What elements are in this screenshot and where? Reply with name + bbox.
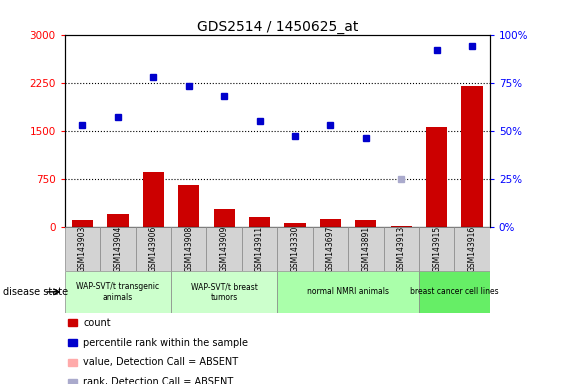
- Text: GSM143904: GSM143904: [113, 225, 122, 272]
- Bar: [171, 271, 277, 313]
- Bar: [284, 223, 306, 227]
- Text: GSM143697: GSM143697: [326, 225, 335, 272]
- Bar: [171, 227, 207, 271]
- Text: rank, Detection Call = ABSENT: rank, Detection Call = ABSENT: [83, 377, 234, 384]
- Text: GSM143891: GSM143891: [361, 225, 370, 272]
- Text: GSM143909: GSM143909: [220, 225, 229, 272]
- Bar: [348, 227, 383, 271]
- Text: percentile rank within the sample: percentile rank within the sample: [83, 338, 248, 348]
- Text: GSM143903: GSM143903: [78, 225, 87, 272]
- Text: GSM143915: GSM143915: [432, 225, 441, 272]
- Bar: [178, 185, 199, 227]
- Bar: [100, 227, 136, 271]
- Bar: [242, 227, 277, 271]
- Text: GSM143908: GSM143908: [184, 225, 193, 272]
- Bar: [454, 227, 490, 271]
- Bar: [142, 172, 164, 227]
- Bar: [107, 214, 128, 227]
- Bar: [320, 219, 341, 227]
- Bar: [383, 227, 419, 271]
- Text: WAP-SVT/t breast
tumors: WAP-SVT/t breast tumors: [191, 282, 258, 301]
- Bar: [249, 217, 270, 227]
- Text: GSM143916: GSM143916: [468, 225, 477, 272]
- Title: GDS2514 / 1450625_at: GDS2514 / 1450625_at: [196, 20, 358, 33]
- Text: count: count: [83, 318, 111, 328]
- Bar: [65, 227, 100, 271]
- Text: breast cancer cell lines: breast cancer cell lines: [410, 287, 499, 296]
- Bar: [312, 227, 348, 271]
- Text: value, Detection Call = ABSENT: value, Detection Call = ABSENT: [83, 358, 239, 367]
- Bar: [419, 227, 454, 271]
- Text: GSM143913: GSM143913: [397, 225, 406, 272]
- Bar: [426, 127, 447, 227]
- Bar: [213, 209, 235, 227]
- Text: normal NMRI animals: normal NMRI animals: [307, 287, 389, 296]
- Bar: [207, 227, 242, 271]
- Text: disease state: disease state: [3, 287, 68, 297]
- Bar: [278, 271, 419, 313]
- Bar: [72, 220, 93, 227]
- Text: GSM143330: GSM143330: [291, 225, 300, 272]
- Bar: [355, 220, 377, 227]
- Bar: [136, 227, 171, 271]
- Text: GSM143906: GSM143906: [149, 225, 158, 272]
- Text: GSM143911: GSM143911: [255, 225, 264, 272]
- Bar: [65, 271, 171, 313]
- Bar: [391, 226, 412, 227]
- Bar: [419, 271, 490, 313]
- Bar: [278, 227, 312, 271]
- Text: WAP-SVT/t transgenic
animals: WAP-SVT/t transgenic animals: [77, 282, 159, 301]
- Bar: [462, 86, 482, 227]
